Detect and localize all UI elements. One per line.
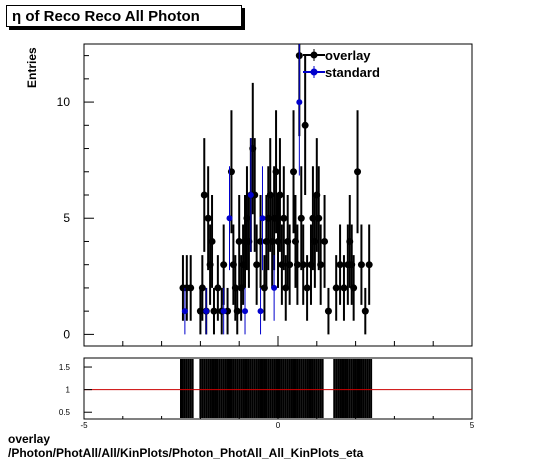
overlay-point xyxy=(286,261,294,269)
standard-point xyxy=(271,284,278,291)
standard-point xyxy=(242,308,249,315)
main-plot-markers xyxy=(179,44,373,335)
overlay-point xyxy=(276,191,284,199)
overlay-point xyxy=(317,261,325,269)
y-tick-label: 0 xyxy=(63,327,70,341)
y-axis-label: Entries xyxy=(25,47,39,88)
overlay-point xyxy=(293,261,301,269)
overlay-point xyxy=(210,307,218,315)
overlay-point xyxy=(214,284,222,292)
standard-point xyxy=(203,308,210,315)
overlay-point xyxy=(227,168,235,176)
overlay-point xyxy=(350,284,358,292)
overlay-point xyxy=(280,214,288,222)
overlay-point xyxy=(301,121,309,129)
overlay-point xyxy=(233,307,241,315)
overlay-point xyxy=(354,168,362,176)
overlay-point xyxy=(297,214,305,222)
footer-line-1: overlay xyxy=(8,432,51,446)
standard-point xyxy=(220,308,227,315)
legend-marker-overlay xyxy=(310,51,318,59)
overlay-point xyxy=(208,237,216,245)
overlay-point xyxy=(198,284,206,292)
overlay-point xyxy=(272,168,280,176)
standard-point xyxy=(247,192,254,198)
y-tick-label: 5 xyxy=(63,211,70,225)
overlay-point xyxy=(332,284,340,292)
overlay-point xyxy=(220,261,228,269)
overlay-point xyxy=(200,191,208,199)
main-plot-axes: 0 5 10 xyxy=(57,55,473,346)
overlay-point xyxy=(361,307,369,315)
overlay-point xyxy=(324,307,332,315)
overlay-point xyxy=(303,284,311,292)
ratio-plot-markers xyxy=(84,359,472,418)
standard-point xyxy=(257,308,264,315)
standard-point xyxy=(296,99,303,106)
y-tick-label: 10 xyxy=(57,95,71,109)
ratio-x-tick-label: 0 xyxy=(276,421,281,430)
overlay-point xyxy=(336,261,344,269)
overlay-point xyxy=(204,214,212,222)
overlay-point xyxy=(315,214,323,222)
ratio-y-tick-label: 1 xyxy=(66,386,71,395)
plot-title: η of Reco Reco All Photon xyxy=(6,5,242,27)
legend-label-overlay: overlay xyxy=(325,48,371,63)
ratio-x-tick-label: 5 xyxy=(470,421,475,430)
overlay-point xyxy=(340,284,348,292)
ratio-plot-axes: 0.5 1 1.5 -5 0 5 xyxy=(59,363,475,430)
ratio-y-tick-label: 1.5 xyxy=(59,363,71,372)
overlay-point xyxy=(321,237,329,245)
overlay-point xyxy=(357,261,365,269)
overlay-point xyxy=(187,284,195,292)
legend-marker-standard xyxy=(310,68,318,76)
overlay-point xyxy=(365,261,373,269)
ratio-y-tick-label: 0.5 xyxy=(59,408,71,417)
overlay-point xyxy=(299,261,307,269)
standard-point xyxy=(181,308,188,315)
standard-point xyxy=(226,215,233,222)
overlay-point xyxy=(253,261,261,269)
footer-line-2: /Photon/PhotAll/All/KinPlots/Photon_Phot… xyxy=(8,446,364,460)
legend: overlay standard xyxy=(303,48,380,80)
overlay-point xyxy=(290,168,298,176)
standard-point xyxy=(259,215,266,222)
overlay-point xyxy=(235,237,243,245)
ratio-x-tick-label: -5 xyxy=(80,421,88,430)
legend-label-standard: standard xyxy=(325,65,380,80)
